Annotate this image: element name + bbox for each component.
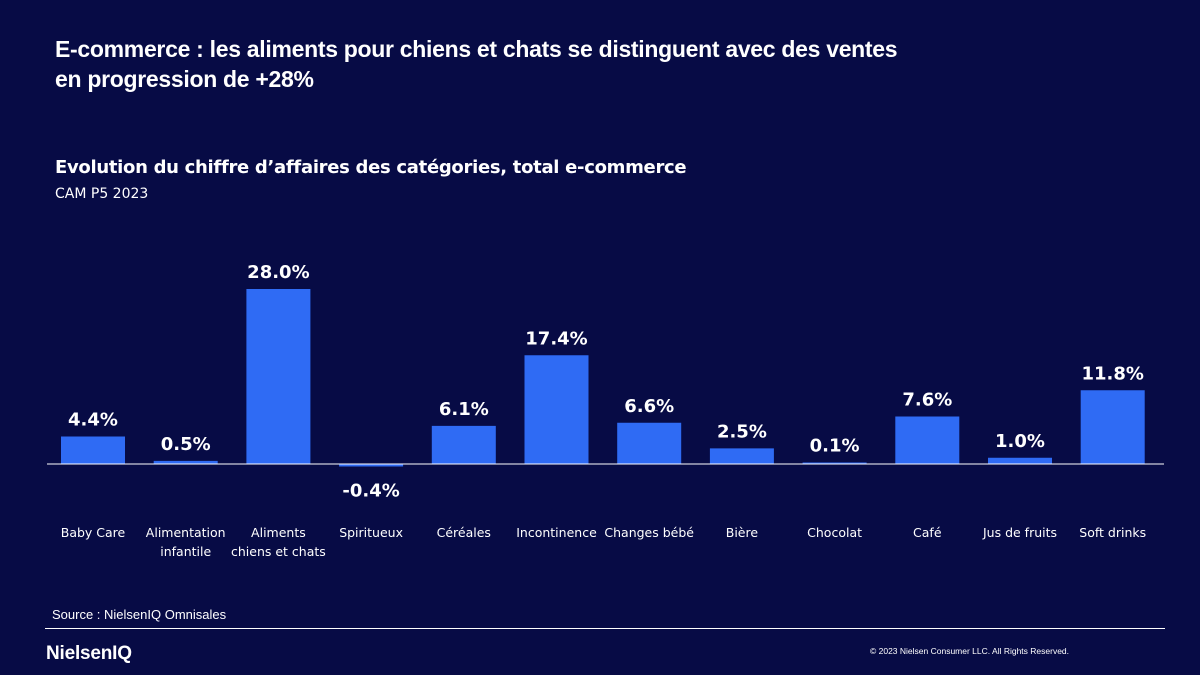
bar-chart: 4.4% Baby Care 0.5% Alimentation infantile 28…: [47, 262, 1164, 559]
category-label: Bière: [726, 525, 759, 540]
category-label: Soft drinks: [1079, 525, 1146, 540]
data-label: 4.4%: [68, 410, 118, 431]
nielseniq-logo: NielsenIQ: [46, 643, 132, 664]
bar: [153, 460, 218, 464]
copyright-notice: © 2023 Nielsen Consumer LLC. All Rights …: [870, 646, 1070, 656]
source-note: Source : NielsenIQ Omnisales: [52, 607, 227, 622]
bar: [339, 464, 404, 467]
category-label: infantile: [160, 544, 211, 559]
category-label: Jus de fruits: [982, 525, 1057, 540]
category-label: Spiritueux: [339, 525, 403, 540]
footer-divider: [45, 628, 1165, 629]
bar: [895, 416, 960, 464]
bar: [246, 289, 311, 464]
data-label: 1.0%: [995, 431, 1045, 452]
data-label: 7.6%: [902, 390, 952, 411]
category-label: Céréales: [437, 525, 491, 540]
data-label: -0.4%: [342, 481, 399, 502]
page-title-line-1: E-commerce : les aliments pour chiens et…: [55, 36, 898, 62]
data-label: 28.0%: [247, 262, 309, 283]
bar: [988, 457, 1052, 464]
bar: [802, 462, 867, 464]
data-label: 0.1%: [810, 436, 860, 457]
data-label: 0.5%: [161, 434, 211, 455]
category-label: Alimentation: [146, 525, 226, 540]
bar: [431, 425, 496, 464]
chart-title: Evolution du chiffre d’affaires des caté…: [55, 157, 687, 178]
bar: [61, 436, 125, 464]
data-label: 6.6%: [624, 396, 674, 417]
data-label: 2.5%: [717, 421, 767, 442]
bar: [524, 355, 589, 464]
category-label: Baby Care: [61, 525, 126, 540]
bar: [709, 448, 774, 464]
chart-period: CAM P5 2023: [55, 186, 149, 202]
bar: [617, 422, 682, 464]
bar: [1080, 390, 1145, 464]
category-label: Aliments: [251, 525, 306, 540]
data-label: 11.8%: [1081, 363, 1143, 384]
category-label: Chocolat: [807, 525, 862, 540]
page-title: E-commerce : les aliments pour chiens et…: [55, 34, 1055, 94]
category-label: Changes bébé: [604, 525, 694, 540]
page-title-line-2: en progression de +28%: [55, 66, 314, 92]
category-label: chiens et chats: [231, 544, 326, 559]
data-label: 6.1%: [439, 399, 489, 420]
category-label: Café: [913, 525, 942, 540]
category-label: Incontinence: [516, 525, 597, 540]
data-label: 17.4%: [525, 328, 587, 349]
